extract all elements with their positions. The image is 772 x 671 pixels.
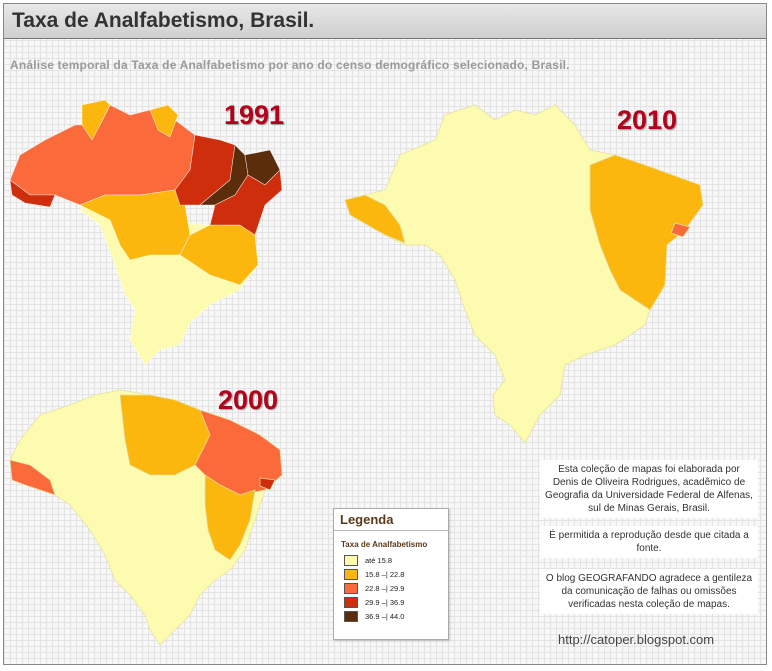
region-alagoas-2010 [670,222,691,238]
legend-label: 22.8 –| 29.9 [365,584,405,593]
note-thanks: O blog GEOGRAFANDO agradece a gentileza … [540,569,758,614]
legend-label: 15.8 –| 22.8 [365,570,405,579]
region-northeast-2010 [589,154,704,311]
region-amazonas [9,104,196,206]
note-authorship: Esta coleção de mapas foi elaborada por … [540,460,758,518]
region-acre-2000 [9,459,56,496]
legend-title: Legenda [334,509,448,531]
map-2000 [9,389,283,646]
page-frame: Taxa de Analfabetismo, Brasil. [3,3,767,665]
legend-swatch [344,611,358,622]
region-roraima [81,99,111,141]
legend-item: 22.8 –| 29.9 [344,583,448,594]
map-1991 [9,99,283,366]
region-amapa [149,104,179,138]
region-east-coast [209,169,283,236]
blog-url-link[interactable]: http://catoper.blogspot.com [558,632,715,647]
note-reproduction: É permitida a reprodução desde que citad… [540,526,758,558]
legend-label: 29.9 –| 36.9 [365,598,405,607]
legend-label: até 15.8 [365,556,393,565]
legend-rows: até 15.8 15.8 –| 22.8 22.8 –| 29.9 29.9 –| … [334,555,448,622]
legend-item: 29.9 –| 36.9 [344,597,448,608]
region-acre [9,179,56,208]
page-subtitle: Análise temporal da Taxa de Analfabetism… [10,58,570,72]
legend-swatch [344,597,358,608]
legend-label: 36.9 –| 44.0 [365,612,405,621]
legend-swatch [344,569,358,580]
region-alagoas-2000 [259,477,276,491]
year-label-2000: 2000 [218,385,279,415]
legend-item: até 15.8 [344,555,448,566]
year-label-2010: 2010 [617,105,678,135]
legend-swatch [344,555,358,566]
region-mato-grosso [79,189,191,261]
title-bar: Taxa de Analfabetismo, Brasil. [4,4,766,39]
page-title: Taxa de Analfabetismo, Brasil. [12,9,315,32]
legend-item: 36.9 –| 44.0 [344,611,448,622]
region-acre-2010 [344,194,406,244]
map-2010 [344,104,704,444]
legend-swatch [344,583,358,594]
year-label-1991: 1991 [224,100,285,130]
legend: Legenda Taxa de Analfabetismo até 15.8 15… [333,508,449,640]
legend-subtitle: Taxa de Analfabetismo [341,540,428,549]
region-bahia-2000 [204,474,256,561]
legend-item: 15.8 –| 22.8 [344,569,448,580]
